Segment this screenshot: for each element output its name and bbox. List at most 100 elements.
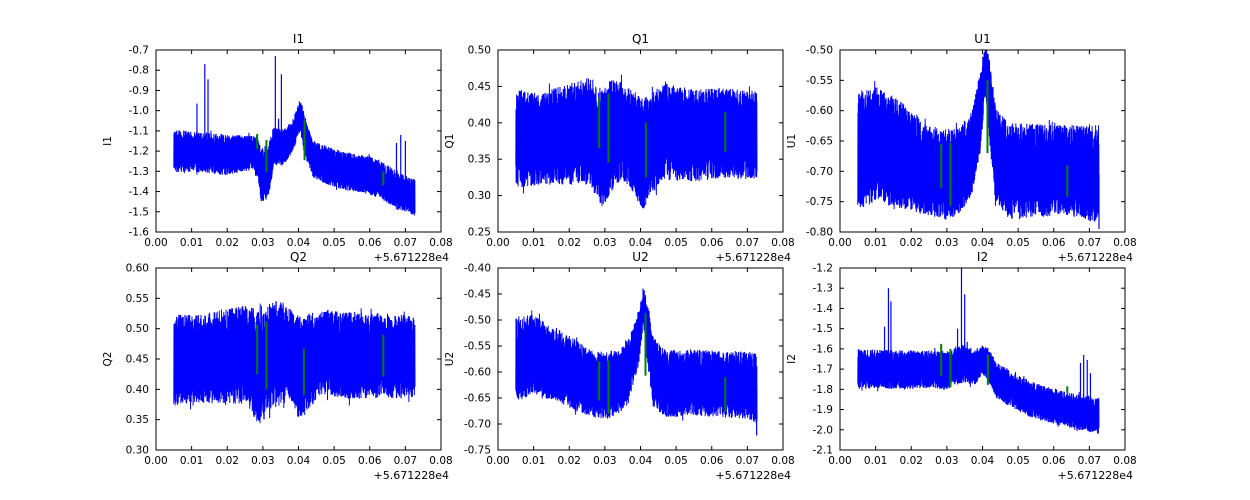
x-tick-label: 0.08 xyxy=(1113,455,1136,467)
y-tick-label: -0.65 xyxy=(464,393,491,405)
subplot-title: U2 xyxy=(632,250,648,264)
series-layer xyxy=(173,56,416,216)
y-tick-label: -1.5 xyxy=(129,206,150,218)
x-tick-label: 0.03 xyxy=(935,237,958,249)
y-tick-label: -0.40 xyxy=(464,263,491,275)
x-tick-label: 0.00 xyxy=(144,455,167,467)
y-tick-label: 0.30 xyxy=(468,190,491,202)
y-tick-label: -0.60 xyxy=(806,105,833,117)
y-tick-label: 0.55 xyxy=(126,293,149,305)
y-axis-label: Q1 xyxy=(444,134,456,149)
x-tick-label: 0.00 xyxy=(828,455,851,467)
y-tick-label: 0.40 xyxy=(468,117,491,129)
x-tick-label: 0.08 xyxy=(429,455,452,467)
series-layer xyxy=(515,288,758,436)
y-tick-label: -0.70 xyxy=(464,419,491,431)
y-tick-label: -1.0 xyxy=(129,105,150,117)
y-tick-label: -0.75 xyxy=(806,196,833,208)
y-axis-label: U2 xyxy=(444,352,456,366)
subplot-title: I2 xyxy=(977,250,988,264)
x-tick-label: 0.04 xyxy=(971,455,995,467)
x-tick-label: 0.02 xyxy=(900,455,923,467)
y-tick-label: -1.7 xyxy=(813,364,834,376)
subplot-i1: 0.00 0.01 0.02 0.03 0.04 0.05 0.06 0.07 0.08 -1.6… xyxy=(102,32,453,264)
y-tick-label: -1.8 xyxy=(813,384,834,396)
y-tick-label: 0.35 xyxy=(126,414,149,426)
x-tick-label: 0.02 xyxy=(216,455,239,467)
x-axis-offset-label: +5.671228e4 xyxy=(374,251,449,264)
subplot-title: U1 xyxy=(974,32,990,46)
x-tick-label: 0.07 xyxy=(394,237,417,249)
y-tick-label: -0.8 xyxy=(129,65,150,77)
y-tick-label: -0.65 xyxy=(806,136,833,148)
subplot-title: Q2 xyxy=(290,250,307,264)
series-layer xyxy=(173,300,416,424)
noisy-series-line xyxy=(173,101,416,216)
y-tick-label: -0.70 xyxy=(806,166,833,178)
y-tick-label: 0.50 xyxy=(126,323,149,335)
subplot-u2: 0.00 0.01 0.02 0.03 0.04 0.05 0.06 0.07 0.08 -0.7… xyxy=(444,250,795,482)
x-tick-label: 0.01 xyxy=(522,237,545,249)
y-tick-label: -1.3 xyxy=(129,166,150,178)
x-tick-label: 0.02 xyxy=(558,455,581,467)
noisy-series-line xyxy=(173,300,416,424)
x-tick-label: 0.01 xyxy=(864,237,887,249)
x-tick-label: 0.03 xyxy=(593,455,616,467)
x-tick-label: 0.00 xyxy=(486,237,509,249)
x-tick-label: 0.02 xyxy=(558,237,581,249)
y-tick-label: -0.60 xyxy=(464,367,491,379)
y-tick-label: -1.9 xyxy=(813,404,834,416)
x-tick-label: 0.00 xyxy=(486,455,509,467)
x-tick-label: 0.05 xyxy=(664,237,687,249)
y-tick-label: 0.45 xyxy=(126,354,149,366)
x-tick-label: 0.06 xyxy=(358,455,382,467)
y-tick-label: -0.45 xyxy=(464,289,491,301)
y-tick-label: -0.50 xyxy=(806,45,833,57)
y-tick-label: -1.2 xyxy=(813,263,834,275)
x-tick-label: 0.04 xyxy=(287,455,311,467)
y-tick-label: -1.3 xyxy=(813,283,834,295)
x-tick-label: 0.01 xyxy=(522,455,545,467)
y-tick-label: 0.30 xyxy=(126,445,149,457)
y-tick-label: -1.6 xyxy=(813,343,834,355)
x-tick-label: 0.04 xyxy=(629,455,653,467)
x-axis-offset-label: +5.671228e4 xyxy=(716,469,791,482)
x-tick-label: 0.00 xyxy=(144,237,167,249)
x-tick-label: 0.06 xyxy=(700,455,724,467)
subplot-u1: 0.00 0.01 0.02 0.03 0.04 0.05 0.06 0.07 0.08 -0.8… xyxy=(786,32,1137,264)
x-tick-label: 0.05 xyxy=(664,455,687,467)
x-tick-label: 0.06 xyxy=(1042,455,1066,467)
x-tick-label: 0.06 xyxy=(1042,237,1066,249)
y-tick-label: -0.9 xyxy=(129,85,150,97)
y-tick-label: -2.0 xyxy=(813,424,834,436)
x-axis-offset-label: +5.671228e4 xyxy=(716,251,791,264)
y-tick-label: -0.50 xyxy=(464,315,491,327)
y-tick-label: -1.2 xyxy=(129,146,150,158)
y-tick-label: -0.7 xyxy=(129,45,150,57)
y-tick-label: -1.1 xyxy=(129,125,150,137)
x-tick-label: 0.06 xyxy=(700,237,724,249)
x-tick-label: 0.08 xyxy=(429,237,452,249)
y-tick-label: -1.4 xyxy=(129,186,150,198)
x-tick-label: 0.08 xyxy=(771,237,794,249)
noisy-series-line xyxy=(857,345,1100,434)
x-tick-label: 0.05 xyxy=(1006,455,1029,467)
subplot-title: Q1 xyxy=(632,32,649,46)
x-axis-offset-label: +5.671228e4 xyxy=(1058,469,1133,482)
y-tick-label: 0.25 xyxy=(468,227,491,239)
y-tick-label: -1.5 xyxy=(813,323,834,335)
x-tick-label: 0.03 xyxy=(593,237,616,249)
x-tick-label: 0.04 xyxy=(971,237,995,249)
x-tick-label: 0.05 xyxy=(322,455,345,467)
y-axis-label: I1 xyxy=(102,136,114,146)
y-axis-label: I2 xyxy=(786,354,798,364)
x-tick-label: 0.07 xyxy=(1078,455,1101,467)
x-tick-label: 0.07 xyxy=(394,455,417,467)
x-tick-label: 0.08 xyxy=(1113,237,1136,249)
x-tick-label: 0.05 xyxy=(322,237,345,249)
y-axis-label: Q2 xyxy=(102,352,114,367)
y-tick-label: 0.40 xyxy=(126,384,149,396)
x-tick-label: 0.07 xyxy=(736,237,759,249)
